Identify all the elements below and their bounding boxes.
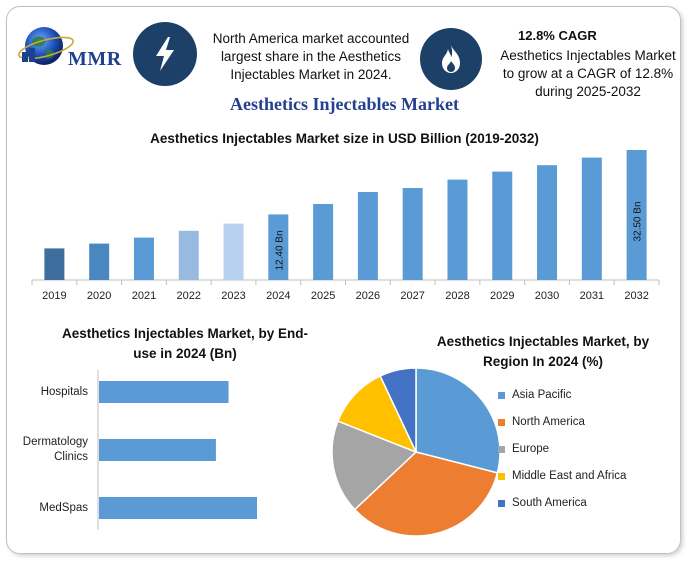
legend-label: South America (512, 497, 587, 509)
hbar-label-line: MedSpas (39, 501, 88, 514)
main-title: Aesthetics Injectables Market (230, 94, 459, 114)
legend-swatch (498, 391, 505, 399)
brand-logo-text: MMR (68, 48, 122, 70)
bar-2029 (492, 171, 513, 280)
bar-2020 (89, 243, 110, 280)
x-tick-label: 2025 (311, 290, 335, 302)
bar-2028 (447, 179, 468, 280)
share-text-line1: North America market accounted (212, 31, 410, 46)
pie-slice-north-america (353, 451, 499, 537)
pie-slice-south-america (379, 367, 417, 453)
legend-item: Middle East and Africa (498, 470, 626, 482)
x-tick-label: 2029 (490, 290, 514, 302)
hbar-label: Hospitals (0, 385, 88, 400)
share-text: North America market accounted largest s… (204, 30, 418, 84)
legend-swatch (498, 445, 505, 453)
legend-label: Middle East and Africa (512, 470, 627, 482)
hbar-label: Dermatology Clinics (0, 435, 88, 465)
x-tick-label: 2021 (132, 290, 156, 302)
bar-2027 (402, 188, 423, 280)
bar-2022 (178, 230, 199, 280)
hbar-label: MedSpas (0, 501, 88, 516)
share-text-line2: largest share in the Aesthetics (220, 49, 402, 64)
bar-2024 (268, 214, 289, 280)
x-tick-label: 2030 (535, 290, 559, 302)
flame-icon (420, 28, 482, 90)
legend-label: North America (512, 416, 585, 428)
share-text-line3: Injectables Market in 2024. (230, 67, 392, 82)
region-title-line2: Region In 2024 (%) (482, 354, 604, 369)
legend-swatch (498, 499, 505, 507)
data-label-2032: 32.50 Bn (633, 201, 644, 241)
hbar-label-line: Clinics (54, 451, 88, 463)
infographic-frame (6, 6, 681, 554)
end-use-title-line2: use in 2024 (Bn) (133, 346, 237, 361)
end-use-chart-title: Aesthetics Injectables Market, by End- u… (40, 324, 330, 364)
x-tick-label: 2024 (266, 290, 290, 302)
pie-slice-middle-east-and-africa (336, 374, 418, 454)
bar-2025 (313, 204, 334, 280)
x-tick-label: 2032 (624, 290, 648, 302)
x-tick-label: 2020 (87, 290, 111, 302)
lightning-icon (133, 22, 197, 86)
bar-2031 (581, 157, 602, 280)
cagr-text-line1: Aesthetics Injectables Market (500, 48, 676, 63)
legend-item: South America (498, 497, 587, 509)
x-tick-label: 2028 (445, 290, 469, 302)
hbar-label-line: Hospitals (40, 385, 88, 398)
legend-swatch (498, 472, 505, 480)
x-tick-label: 2027 (400, 290, 424, 302)
x-tick-label: 2031 (580, 290, 604, 302)
globe-logo-icon (16, 22, 76, 72)
hbar-label-line: Dermatology (22, 436, 88, 448)
bar-chart-title: Aesthetics Injectables Market size in US… (150, 131, 539, 146)
hbar-dermatology-clinics (99, 439, 216, 461)
legend-item: Asia Pacific (498, 389, 571, 401)
cagr-text-line3: during 2025-2032 (535, 84, 641, 99)
bar-2032 (626, 150, 647, 280)
pie-slice-asia-pacific (415, 367, 501, 474)
hbar-hospitals (99, 381, 229, 403)
end-use-title-line1: Aesthetics Injectables Market, by End- (61, 326, 309, 341)
bar-2026 (357, 192, 378, 280)
legend-label: Asia Pacific (512, 389, 572, 401)
bar-2030 (537, 165, 558, 280)
bar-2023 (223, 223, 244, 280)
x-tick-label: 2023 (221, 290, 245, 302)
cagr-text-line2: to grow at a CAGR of 12.8% (502, 66, 674, 81)
legend-item: North America (498, 416, 585, 428)
pie-slice-europe (331, 420, 418, 511)
cagr-text: Aesthetics Injectables Market to grow at… (488, 47, 688, 101)
legend-label: Europe (512, 443, 550, 455)
hbar-medspas (99, 497, 257, 519)
legend-swatch (498, 418, 505, 426)
x-tick-label: 2022 (177, 290, 201, 302)
legend-item: Europe (498, 443, 549, 455)
bar-2021 (133, 237, 154, 280)
data-label-2024: 12.40 Bn (274, 230, 285, 270)
region-chart-title: Aesthetics Injectables Market, by Region… (418, 332, 668, 372)
x-tick-label: 2026 (356, 290, 380, 302)
bar-2019 (44, 248, 65, 280)
cagr-title: 12.8% CAGR (518, 28, 597, 43)
x-tick-label: 2019 (42, 290, 66, 302)
region-title-line1: Aesthetics Injectables Market, by (436, 334, 650, 349)
